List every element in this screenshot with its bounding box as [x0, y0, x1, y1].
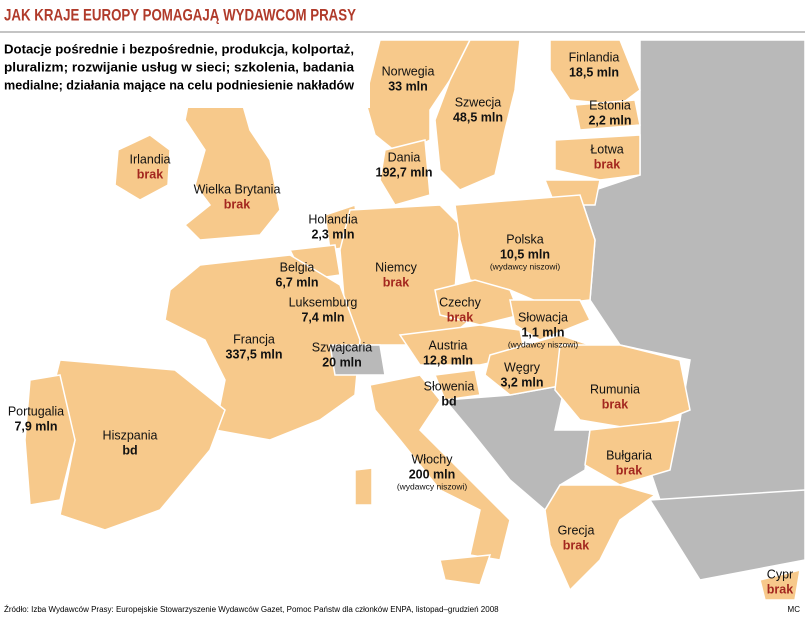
country-value: 2,3 mln — [311, 227, 354, 241]
country-value: 3,2 mln — [500, 375, 543, 389]
country-value: brak — [383, 275, 409, 289]
switzerland — [329, 344, 386, 376]
country-name: Węgry — [504, 360, 541, 374]
sardinia — [354, 467, 373, 506]
country-value: 192,7 mln — [376, 165, 433, 179]
sweden — [434, 39, 521, 191]
great-britain — [183, 94, 281, 241]
country-value: brak — [602, 397, 628, 411]
country-value: 6,7 mln — [275, 275, 318, 289]
country-name: Grecja — [558, 523, 595, 537]
country-name: Austria — [429, 338, 468, 352]
portugal — [24, 374, 76, 506]
country-value: 10,5 mln — [500, 247, 550, 261]
country-note: (wydawcy niszowi) — [397, 481, 468, 491]
country-name: Słowenia — [424, 379, 475, 393]
country-name: Belgia — [280, 260, 315, 274]
country-name: Norwegia — [382, 64, 435, 78]
country-value: 20 mln — [322, 355, 362, 369]
country-value: brak — [137, 167, 163, 181]
country-value: bd — [122, 443, 137, 457]
denmark — [379, 139, 431, 206]
country-name: Francja — [233, 332, 275, 346]
subtitle-line: medialne; działania mające na celu podni… — [4, 77, 355, 92]
country-value: brak — [767, 582, 793, 596]
source: Źródło: Izba Wydawców Prasy: Europejskie… — [4, 605, 499, 614]
slovenia — [433, 369, 481, 401]
romania — [554, 344, 691, 431]
cyprus — [759, 568, 801, 601]
country-name: Niemcy — [375, 260, 417, 274]
country-name: Łotwa — [590, 142, 623, 156]
country-name: Portugalia — [8, 404, 64, 418]
bulgaria — [584, 419, 681, 486]
country-name: Polska — [506, 232, 544, 246]
country-value: 48,5 mln — [453, 110, 503, 124]
header-panel — [0, 0, 370, 108]
latvia — [554, 134, 641, 181]
country-value: 200 mln — [409, 467, 456, 481]
country-value: 33 mln — [388, 79, 428, 93]
eastern-europe — [579, 39, 805, 561]
country-value: brak — [447, 310, 473, 324]
country-name: Włochy — [412, 452, 454, 466]
country-value: 7,9 mln — [14, 419, 57, 433]
country-name: Holandia — [308, 212, 357, 226]
ireland — [114, 134, 171, 201]
france — [164, 254, 361, 441]
sicily — [439, 554, 492, 586]
country-note: (wydawcy niszowi) — [490, 261, 561, 271]
subtitle-line: Dotacje pośrednie i bezpośrednie, produk… — [4, 41, 354, 56]
country-name: Wielka Brytania — [194, 182, 281, 196]
country-name: Hiszpania — [103, 428, 158, 442]
country-name: Estonia — [589, 98, 631, 112]
slovakia — [509, 299, 592, 341]
country-note: (wydawcy niszowi) — [508, 339, 579, 349]
title: JAK KRAJE EUROPY POMAGAJĄ WYDAWCOM PRASY — [4, 5, 357, 24]
country-value: 2,2 mln — [588, 113, 631, 127]
country-name: Czechy — [439, 295, 481, 309]
country-value: 18,5 mln — [569, 65, 619, 79]
country-name: Irlandia — [130, 152, 171, 166]
country-value: bd — [441, 394, 456, 408]
country-name: Szwajcaria — [312, 340, 372, 354]
credit: MC — [788, 605, 801, 614]
country-value: brak — [224, 197, 250, 211]
country-name: Rumunia — [590, 382, 640, 396]
country-value: 7,4 mln — [301, 310, 344, 324]
country-value: 337,5 mln — [226, 347, 283, 361]
estonia — [574, 99, 641, 131]
country-name: Dania — [388, 150, 421, 164]
country-name: Finlandia — [569, 50, 620, 64]
country-name: Słowacja — [518, 310, 568, 324]
country-name: Bułgaria — [606, 448, 652, 462]
subtitle-line: pluralizm; rozwijanie usług w sieci; szk… — [4, 59, 355, 74]
country-value: brak — [594, 157, 620, 171]
country-name: Szwecja — [455, 95, 502, 109]
land — [24, 39, 805, 601]
turkey — [648, 489, 805, 581]
country-name: Luksemburg — [289, 295, 358, 309]
greece — [544, 484, 657, 592]
country-value: brak — [616, 463, 642, 477]
country-value: 12,8 mln — [423, 353, 473, 367]
country-value: 1,1 mln — [521, 325, 564, 339]
italy — [369, 374, 511, 561]
country-name: Cypr — [767, 567, 793, 581]
country-value: brak — [563, 538, 589, 552]
